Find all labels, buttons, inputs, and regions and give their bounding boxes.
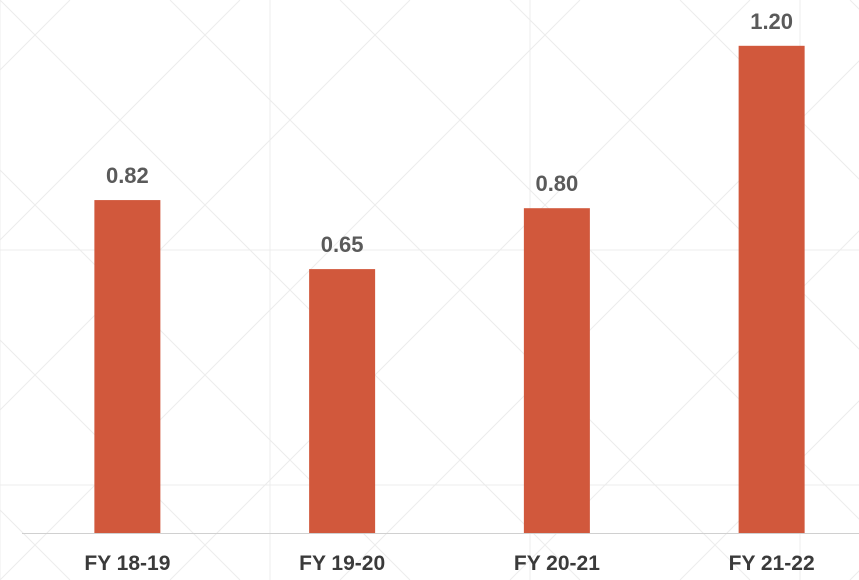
background-line xyxy=(339,60,859,580)
category-label: FY 20-21 xyxy=(514,552,600,575)
background-line xyxy=(0,509,71,580)
bar xyxy=(523,208,590,533)
category-label: FY 21-22 xyxy=(729,552,815,575)
category-labels-group: FY 18-19 FY 19-20 FY 20-21 FY 21-22 xyxy=(84,552,814,575)
data-label: 0.82 xyxy=(106,163,149,188)
category-label: FY 18-19 xyxy=(84,552,170,575)
data-label: 0.65 xyxy=(321,232,364,257)
data-label: 1.20 xyxy=(750,9,793,34)
background-line xyxy=(849,570,859,580)
background-line xyxy=(169,0,751,580)
bar xyxy=(738,45,805,534)
category-label: FY 19-20 xyxy=(299,552,385,575)
background-line xyxy=(849,0,859,10)
bars-group xyxy=(94,45,805,534)
data-labels-group: 0.82 0.65 0.80 1.20 xyxy=(106,9,793,257)
background-line xyxy=(0,0,241,241)
data-label: 0.80 xyxy=(535,171,578,196)
bar xyxy=(94,200,161,533)
bar xyxy=(309,269,376,533)
background-line xyxy=(0,0,71,71)
